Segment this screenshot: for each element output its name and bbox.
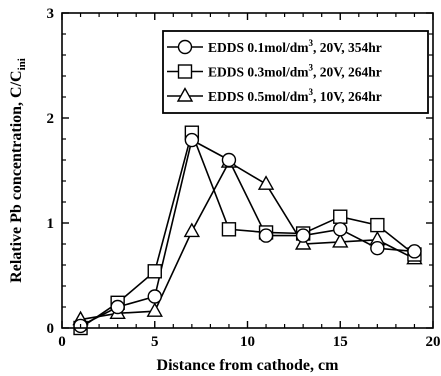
legend-marker-circle (179, 41, 192, 54)
data-point-circle (334, 223, 347, 236)
legend-label: EDDS 0.5mol/dm3, 10V, 264hr (208, 87, 382, 104)
y-axis-title-subscript: ini (16, 58, 28, 70)
y-axis-title: Relative Pb concentration, C/Cini (8, 58, 28, 283)
legend-label: EDDS 0.3mol/dm3, 20V, 264hr (208, 63, 382, 80)
data-point-circle (260, 229, 273, 242)
data-point-circle (185, 134, 198, 147)
x-tick-label: 20 (426, 334, 441, 350)
x-axis-title: Distance from cathode, cm (157, 357, 340, 374)
series-line-circle (81, 140, 415, 326)
data-point-triangle (259, 177, 273, 190)
legend-label: EDDS 0.1mol/dm3, 20V, 354hr (208, 38, 382, 55)
y-tick-label: 3 (47, 6, 55, 22)
data-marks (74, 126, 422, 334)
data-point-circle (222, 154, 235, 167)
x-tick-label: 10 (240, 334, 255, 350)
y-tick-label: 2 (47, 111, 55, 127)
y-tick-label: 1 (47, 216, 55, 232)
data-point-triangle (148, 304, 162, 317)
data-point-square (371, 219, 384, 232)
data-point-circle (408, 245, 421, 258)
data-point-square (222, 223, 235, 236)
y-tick-label: 0 (47, 321, 55, 337)
data-point-circle (148, 290, 161, 303)
data-point-circle (111, 301, 124, 314)
series-line-square (81, 133, 415, 328)
legend: EDDS 0.1mol/dm3, 20V, 354hr EDDS 0.3mol/d… (163, 31, 428, 113)
data-point-circle (297, 229, 310, 242)
x-tick-label: 0 (58, 334, 66, 350)
x-tick-label: 5 (151, 334, 159, 350)
data-point-square (334, 210, 347, 223)
x-tick-label: 15 (333, 334, 348, 350)
data-point-triangle (185, 224, 199, 237)
data-point-square (148, 265, 161, 278)
y-axis-title-main: Relative Pb concentration, C/C (8, 70, 25, 282)
data-point-circle (371, 242, 384, 255)
legend-marker-square (179, 65, 192, 78)
